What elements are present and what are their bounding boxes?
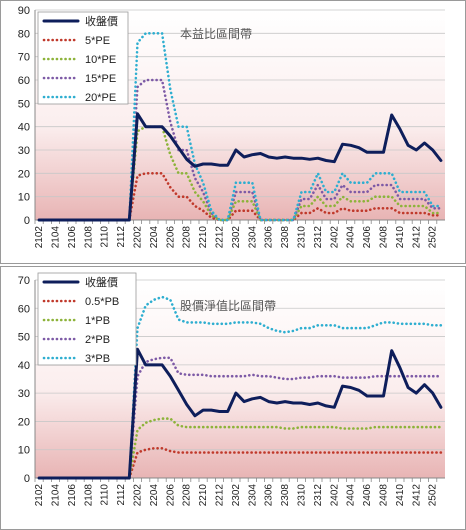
x-tick-label: 2112 [116, 484, 127, 506]
x-tick-label: 2208 [182, 226, 193, 249]
y-tick-label: 70 [18, 52, 30, 64]
y-tick-label: 20 [18, 168, 30, 180]
x-tick-label: 2502 [428, 484, 439, 507]
x-tick-label: 2502 [428, 226, 439, 249]
x-tick-label: 2110 [100, 484, 111, 506]
legend-label: 20*PE [85, 92, 116, 104]
x-tick-label: 2204 [149, 226, 160, 249]
y-tick-label: 60 [18, 303, 30, 315]
series-line-4 [37, 295, 443, 480]
x-tick-label: 2310 [297, 226, 308, 249]
y-tick-label: 0 [24, 215, 30, 227]
legend-label: 15*PE [85, 73, 116, 85]
pb-band-chart-svg: 0 10 20 30 40 50 60 70 2102 2104 2106 2108 2110 2112 2… [0, 266, 466, 530]
x-tick-label: 2408 [379, 484, 390, 507]
x-tick-label: 2408 [379, 226, 390, 249]
x-tick-label: 2204 [149, 484, 160, 507]
x-tick-label: 2402 [329, 484, 340, 507]
x-tick-label: 2212 [215, 226, 226, 249]
x-tick-label: 2312 [313, 484, 324, 507]
series-line-3 [37, 78, 443, 222]
legend-label: 收盤價 [85, 14, 118, 28]
x-tick-label: 2210 [198, 226, 209, 249]
pe-band-chart-svg: 0 10 20 30 40 50 60 70 80 90 2102 2104 2106 2108 2110 2… [0, 0, 466, 264]
chart-title: 股價淨值比區間帶 [180, 298, 276, 313]
x-tick-label: 2412 [411, 226, 422, 249]
x-tick-label: 2102 [34, 226, 45, 249]
y-tick-label: 40 [18, 122, 30, 134]
legend-label: 3*PB [85, 353, 110, 365]
y-tick-label: 50 [18, 332, 30, 344]
x-tick-label: 2106 [67, 484, 78, 507]
x-tick-label: 2306 [264, 484, 275, 507]
legend [37, 272, 137, 366]
y-tick-label: 10 [18, 445, 30, 457]
legend-label: 0.5*PB [85, 296, 119, 308]
x-tick-label: 2308 [280, 226, 291, 249]
x-tick-label: 2110 [100, 226, 111, 248]
x-tick-label: 2108 [83, 484, 94, 507]
series-line-0 [37, 347, 443, 480]
y-tick-label: 10 [18, 192, 30, 204]
x-tick-label: 2112 [116, 226, 127, 248]
y-tick-label: 90 [18, 5, 30, 17]
series-line-1 [37, 172, 443, 222]
legend-label: 2*PB [85, 334, 110, 346]
legend-label: 5*PE [85, 35, 110, 47]
legend-label: 收盤價 [85, 275, 118, 289]
y-tick-label: 20 [18, 416, 30, 428]
x-tick-label: 2104 [51, 226, 62, 249]
legend-label: 10*PE [85, 54, 116, 66]
pe-band-chart: 0 10 20 30 40 50 60 70 80 90 2102 2104 2106 2108 2110 2… [0, 0, 466, 264]
x-tick-label: 2404 [346, 226, 357, 249]
x-tick-label: 2206 [165, 226, 176, 249]
x-tick-label: 2106 [67, 226, 78, 249]
series-line-1 [37, 447, 443, 480]
y-tick-label: 50 [18, 98, 30, 110]
y-tick-label: 30 [18, 145, 30, 157]
x-tick-label: 2202 [133, 226, 144, 249]
x-tick-label: 2104 [51, 484, 62, 507]
series-line-3 [37, 356, 443, 480]
series-line-2 [37, 417, 443, 480]
x-tick-label: 2102 [34, 484, 45, 507]
y-tick-label: 30 [18, 388, 30, 400]
x-tick-label: 2206 [165, 484, 176, 507]
y-tick-label: 60 [18, 75, 30, 87]
x-tick-label: 2302 [231, 226, 242, 249]
x-tick-label: 2302 [231, 484, 242, 507]
y-tick-label: 0 [24, 473, 30, 485]
x-tick-label: 2410 [395, 484, 406, 507]
series-line-2 [37, 125, 443, 222]
x-tick-label: 2212 [215, 484, 226, 507]
x-tick-label: 2306 [264, 226, 275, 249]
x-tick-label: 2210 [198, 484, 209, 507]
x-tick-label: 2108 [83, 226, 94, 249]
x-tick-label: 2404 [346, 484, 357, 507]
x-tick-label: 2304 [247, 484, 258, 507]
chart-title: 本益比區間帶 [180, 27, 252, 41]
y-tick-label: 80 [18, 28, 30, 40]
pb-band-chart: 0 10 20 30 40 50 60 70 2102 2104 2106 2108 2110 2112 2… [0, 266, 466, 530]
x-tick-label: 2412 [411, 484, 422, 507]
x-tick-label: 2406 [362, 484, 373, 507]
y-tick-label: 70 [18, 275, 30, 287]
y-tick-label: 40 [18, 360, 30, 372]
x-tick-label: 2202 [133, 484, 144, 507]
x-tick-label: 2402 [329, 226, 340, 249]
x-tick-label: 2406 [362, 226, 373, 249]
series-line-4 [37, 31, 443, 222]
x-tick-label: 2310 [297, 484, 308, 507]
x-tick-label: 2312 [313, 226, 324, 249]
x-tick-label: 2208 [182, 484, 193, 507]
series-line-0 [37, 112, 443, 222]
x-tick-label: 2410 [395, 226, 406, 249]
x-tick-label: 2304 [247, 226, 258, 249]
legend-label: 1*PB [85, 315, 110, 327]
x-tick-label: 2308 [280, 484, 291, 507]
